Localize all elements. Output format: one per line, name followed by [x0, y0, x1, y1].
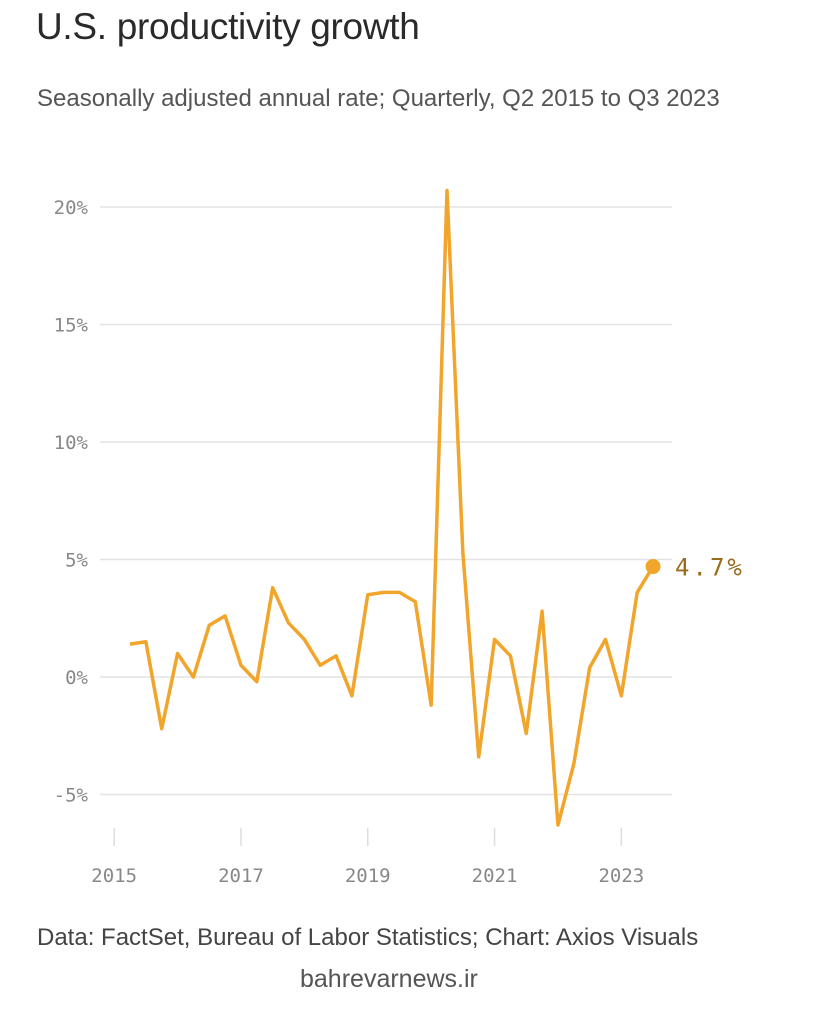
source-note: Data: FactSet, Bureau of Labor Statistic… [37, 924, 699, 951]
x-tick-label: 2019 [345, 865, 391, 887]
x-tick-label: 2017 [218, 865, 264, 887]
data-point [645, 559, 661, 575]
y-tick-label: 0% [65, 667, 88, 689]
chart-title: U.S. productivity growth [36, 6, 420, 47]
chart-subtitle: Seasonally adjusted annual rate; Quarter… [37, 85, 720, 112]
y-tick-label: 15% [54, 315, 89, 337]
y-tick-label: 5% [65, 550, 88, 572]
end-value-label: 4.7% [675, 554, 745, 582]
watermark: bahrevarnews.ir [300, 965, 478, 993]
y-tick-label: 20% [54, 197, 89, 219]
y-tick-label: -5% [54, 785, 89, 807]
y-tick-label: 10% [54, 432, 89, 454]
series-line [129, 188, 655, 827]
x-tick-label: 2023 [598, 865, 644, 887]
x-tick-label: 2015 [91, 865, 137, 887]
line-chart: -5% 0% 5% 10% 15% 20% 2015 2017 2019 2021 2023 4.… [54, 188, 745, 887]
x-tick-label: 2021 [472, 865, 518, 887]
